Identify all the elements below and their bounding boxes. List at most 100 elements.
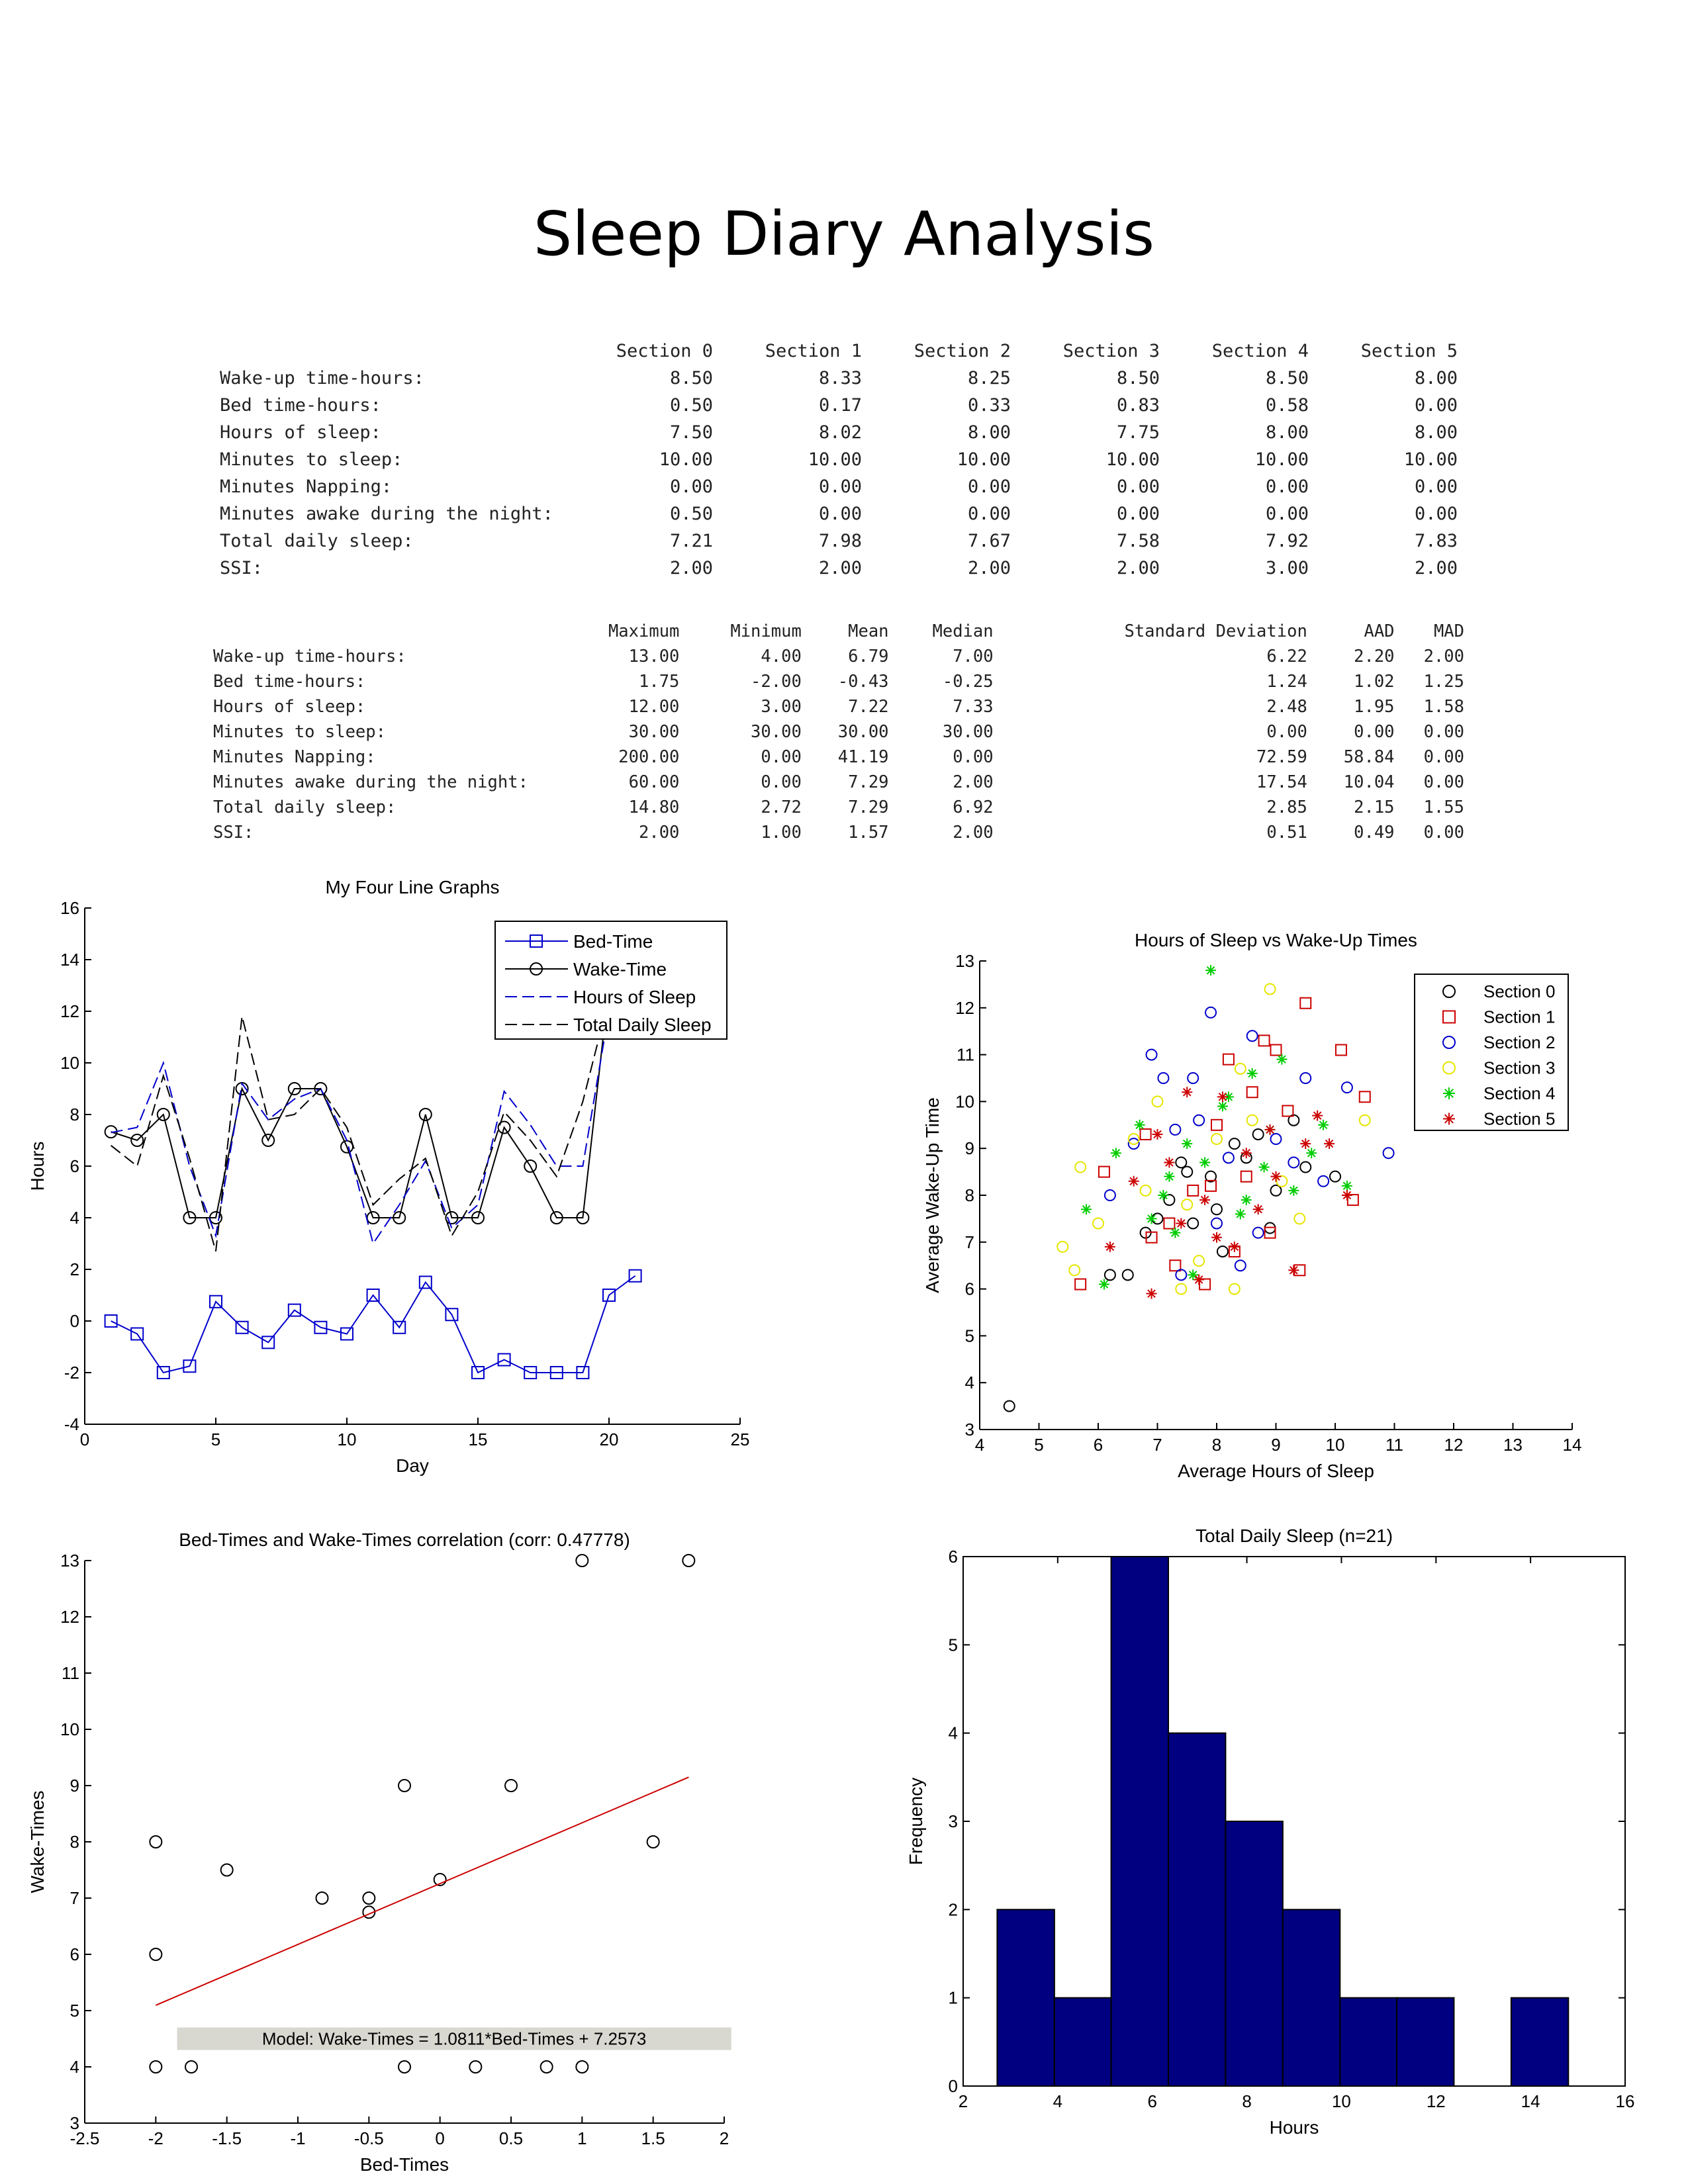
data-point bbox=[261, 1336, 275, 1349]
scatter-point bbox=[504, 1779, 518, 1792]
histogram-bar bbox=[1510, 1997, 1570, 2087]
scatter-point bbox=[1324, 1138, 1335, 1150]
legend-marker bbox=[1443, 1087, 1455, 1099]
data-point bbox=[156, 1108, 170, 1121]
scatter-point bbox=[1264, 1124, 1276, 1135]
table-cell: 1.24 bbox=[1266, 672, 1307, 692]
table-cell: 0.58 bbox=[1265, 395, 1309, 416]
column-header: MAD bbox=[1433, 621, 1464, 641]
x-tick-label: 14 bbox=[1521, 2091, 1540, 2111]
y-tick-label: 5 bbox=[965, 1326, 974, 1345]
y-tick-label: 12 bbox=[60, 1607, 79, 1627]
table-cell: 2.00 bbox=[638, 823, 680, 842]
table-cell: 7.83 bbox=[1414, 531, 1458, 551]
table-cell: 4.00 bbox=[761, 647, 802, 666]
model-annotation-box bbox=[177, 2027, 731, 2050]
data-point bbox=[156, 1366, 170, 1379]
series-line-1 bbox=[111, 985, 610, 1218]
scatter-point bbox=[1164, 1171, 1175, 1182]
x-tick-label: -1 bbox=[290, 2128, 305, 2148]
scatter-point bbox=[1264, 983, 1276, 995]
scatter-point bbox=[1187, 1217, 1199, 1230]
scatter-point bbox=[1217, 1101, 1228, 1112]
table-cell: 0.00 bbox=[761, 747, 802, 767]
column-header: Median bbox=[932, 621, 994, 641]
row-label: Hours of sleep: bbox=[220, 422, 381, 443]
row-label: Minutes Napping: bbox=[213, 747, 376, 767]
x-tick-label: 20 bbox=[600, 1430, 619, 1449]
table-cell: 1.57 bbox=[848, 823, 889, 842]
column-header: Section 4 bbox=[1211, 341, 1309, 361]
y-tick-label: 12 bbox=[60, 1001, 79, 1021]
legend-label: Total Daily Sleep bbox=[573, 1015, 712, 1035]
table-cell: 0.17 bbox=[818, 395, 862, 416]
y-tick-label: 6 bbox=[949, 1547, 958, 1567]
legend-label: Hours of Sleep bbox=[573, 987, 696, 1007]
data-point bbox=[393, 1320, 406, 1334]
scatter-point bbox=[1128, 1175, 1139, 1187]
table-cell: 2.72 bbox=[761, 797, 802, 817]
table-cell: 0.00 bbox=[1423, 823, 1464, 842]
scatter-point bbox=[1170, 1227, 1181, 1238]
scatter-point bbox=[1175, 1156, 1188, 1169]
data-point bbox=[524, 1160, 538, 1173]
scatter-point bbox=[398, 2060, 411, 2073]
column-header: Section 3 bbox=[1062, 341, 1160, 361]
histogram-bar bbox=[1110, 1556, 1170, 2087]
y-tick-label: 10 bbox=[60, 1053, 79, 1073]
y-tick-label: 5 bbox=[70, 2001, 79, 2021]
scatter-point bbox=[1121, 1269, 1134, 1281]
table-cell: 7.98 bbox=[818, 531, 862, 551]
y-tick-label: 0 bbox=[949, 2076, 958, 2096]
y-tick-label: 4 bbox=[70, 1208, 79, 1228]
table-cell: 7.67 bbox=[967, 531, 1011, 551]
table-row: SSI: 2.00 2.00 2.00 2.00 3.00 2.00 bbox=[220, 555, 1458, 582]
legend-marker bbox=[1443, 1113, 1455, 1125]
column-header: Maximum bbox=[608, 621, 680, 641]
scatter-point bbox=[1169, 1123, 1182, 1136]
scatter-point bbox=[1181, 1165, 1194, 1178]
x-tick-label: 2 bbox=[720, 2128, 729, 2148]
scatter-point bbox=[1175, 1269, 1188, 1281]
y-tick-label: 3 bbox=[949, 1811, 958, 1831]
row-label: Minutes to sleep: bbox=[213, 722, 386, 742]
scatter-point bbox=[1139, 1184, 1152, 1197]
scatter-point bbox=[1098, 1279, 1109, 1290]
scatter-point bbox=[1188, 1269, 1199, 1281]
scatter-point bbox=[1164, 1157, 1175, 1168]
scatter-point bbox=[1103, 1269, 1116, 1281]
table-cell: 8.00 bbox=[1265, 422, 1309, 443]
table-cell: 41.19 bbox=[837, 747, 889, 767]
histogram-bar bbox=[1225, 1821, 1284, 2087]
table-row: SSI: 2.00 1.00 1.57 2.00 0.51 0.49 0.00 bbox=[213, 820, 1464, 845]
table-cell: 6.92 bbox=[953, 797, 994, 817]
scatter-point bbox=[1288, 1156, 1300, 1169]
scatter-point bbox=[1110, 1148, 1121, 1159]
y-tick-label: 3 bbox=[965, 1420, 974, 1439]
y-tick-label: 7 bbox=[965, 1232, 974, 1252]
y-tick-label: 11 bbox=[62, 1663, 79, 1683]
scatter-point bbox=[682, 1554, 696, 1567]
column-header: Section 5 bbox=[1360, 341, 1458, 361]
table-cell: 58.84 bbox=[1343, 747, 1395, 767]
y-tick-label: 9 bbox=[70, 1776, 79, 1796]
y-tick-label: 11 bbox=[957, 1045, 974, 1065]
row-label: Minutes Napping: bbox=[220, 477, 393, 497]
table-cell: 72.59 bbox=[1256, 747, 1307, 767]
table-cell: 0.00 bbox=[1116, 477, 1160, 497]
table-cell: 2.00 bbox=[953, 772, 994, 792]
scatter-point bbox=[1299, 1072, 1312, 1084]
scatter-point bbox=[1211, 1232, 1222, 1243]
table-cell: 0.00 bbox=[1414, 504, 1458, 524]
table-cell: 7.29 bbox=[848, 797, 889, 817]
scatter-point bbox=[1098, 1165, 1110, 1178]
scatter-point bbox=[1276, 1175, 1288, 1187]
legend-marker bbox=[1442, 1036, 1456, 1049]
scatter-point bbox=[1288, 1185, 1299, 1196]
x-tick-label: 16 bbox=[1616, 2091, 1635, 2111]
row-label: SSI: bbox=[213, 823, 254, 842]
table-cell: 10.00 bbox=[808, 449, 862, 470]
row-label: Minutes awake during the night: bbox=[213, 772, 528, 792]
table-cell: 2.00 bbox=[1414, 558, 1458, 578]
y-tick-label: 13 bbox=[955, 951, 974, 971]
